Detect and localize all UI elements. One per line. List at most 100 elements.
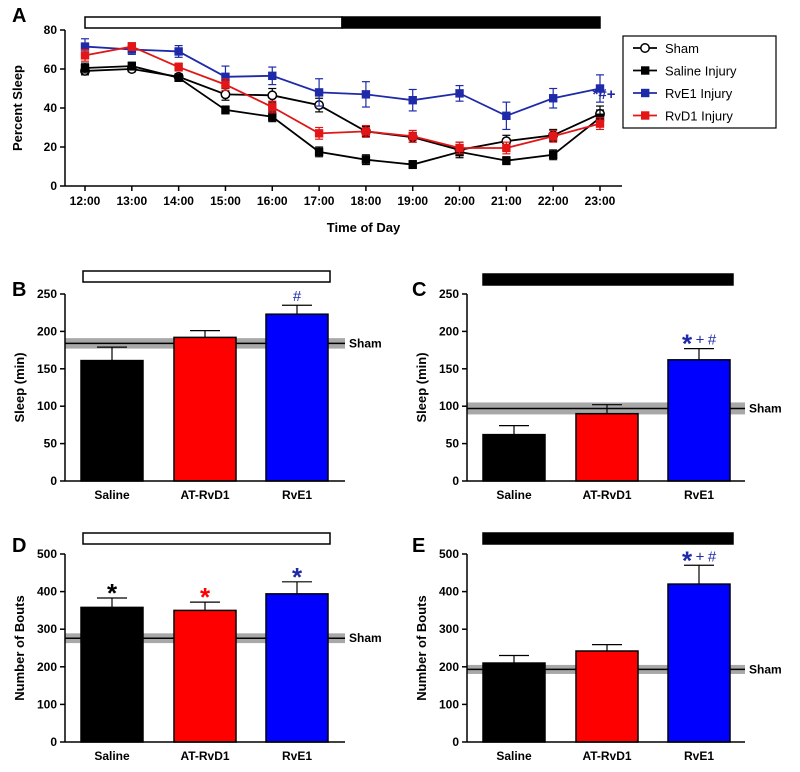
legend-marker <box>640 43 650 53</box>
legend-label: Sham <box>665 41 699 56</box>
y-tick-label: 150 <box>37 362 57 376</box>
y-tick-label: 300 <box>439 622 459 636</box>
data-point <box>174 73 183 82</box>
data-point <box>221 80 230 89</box>
data-point <box>408 132 417 141</box>
sham-label: Sham <box>349 336 382 350</box>
y-tick-label: 0 <box>452 735 459 749</box>
data-point <box>502 156 511 165</box>
panel-a-x-tick-label: 21:00 <box>491 194 522 208</box>
data-point <box>548 132 558 141</box>
panel-e: E Sham Saline AT-RvD1 RvE1 * + #0 100 200 300 400 50… <box>412 535 782 763</box>
bar-at-rvd1 <box>575 412 639 482</box>
bar-rve1 <box>667 583 731 743</box>
x-tick-label: AT-RvD1 <box>582 749 631 763</box>
series-line <box>84 45 601 149</box>
y-axis-label: Number of Bouts <box>12 595 27 700</box>
data-point <box>314 147 324 157</box>
significance-mark: # <box>708 548 717 565</box>
x-tick-label: Saline <box>496 749 532 763</box>
y-axis-label: Sleep (min) <box>414 352 429 422</box>
series-line <box>84 45 601 117</box>
legend-label: RvD1 Injury <box>665 109 733 124</box>
y-tick-label: 200 <box>37 660 57 674</box>
data-point <box>221 105 230 115</box>
data-point <box>127 42 137 51</box>
data-point <box>548 94 558 103</box>
y-tick-label: 400 <box>37 585 57 599</box>
x-tick-label: Saline <box>94 488 130 502</box>
y-tick-label: 200 <box>439 660 459 674</box>
x-tick-label: AT-RvD1 <box>582 488 631 502</box>
y-tick-label: 250 <box>37 287 57 301</box>
legend-label: RvE1 Injury <box>665 86 733 101</box>
panel-a-y-tick-label: 80 <box>44 23 58 37</box>
x-tick-label: AT-RvD1 <box>180 749 229 763</box>
data-point <box>80 42 90 51</box>
data-point <box>408 160 417 169</box>
panel-a-x-tick-label: 18:00 <box>351 194 382 208</box>
bar-at-rvd1 <box>173 609 237 743</box>
legend-marker <box>641 66 650 75</box>
panel-a-x-tick-label: 12:00 <box>70 194 101 208</box>
panel-a-x-tick-label: 15:00 <box>210 194 241 208</box>
series-line <box>84 65 601 166</box>
y-tick-label: 250 <box>439 287 459 301</box>
data-point <box>361 155 371 164</box>
significance-mark: * <box>292 562 303 592</box>
y-tick-label: 100 <box>37 399 57 413</box>
y-tick-label: 50 <box>446 437 460 451</box>
y-tick-label: 500 <box>439 547 459 561</box>
panel-a-y-tick-label: 40 <box>44 101 58 115</box>
significance-mark: * <box>200 582 211 612</box>
data-point <box>502 143 511 153</box>
bar-rve1 <box>667 359 731 482</box>
bar-rve1 <box>265 593 329 743</box>
bar-saline <box>482 433 546 482</box>
y-tick-label: 150 <box>439 362 459 376</box>
panel-a-x-tick-label: 19:00 <box>397 194 428 208</box>
sham-label: Sham <box>349 631 382 645</box>
y-tick-label: 100 <box>439 399 459 413</box>
sham-label: Sham <box>749 662 782 676</box>
panel-a-x-tick-label: 17:00 <box>304 194 335 208</box>
data-point <box>408 96 417 105</box>
panel-a-x-tick-label: 20:00 <box>444 194 475 208</box>
data-point <box>314 129 324 138</box>
panel-d-light-period-bar <box>82 532 331 545</box>
data-point <box>220 89 231 100</box>
x-tick-label: Saline <box>496 488 532 502</box>
data-point <box>267 90 278 101</box>
panel-a-dark-period-bar <box>341 16 601 29</box>
y-tick-label: 400 <box>439 585 459 599</box>
sham-label: Sham <box>749 401 782 415</box>
panel-d-letter: D <box>12 535 26 557</box>
y-tick-label: 500 <box>37 547 57 561</box>
panel-a: A 0 20 40 60 80 12:00 13:00 14:00 15:00 16:00 17:00… <box>10 5 777 235</box>
data-point <box>221 72 230 81</box>
significance-mark: * <box>682 329 693 359</box>
data-point <box>455 143 464 153</box>
bar-at-rvd1 <box>575 650 639 743</box>
data-point <box>127 61 137 71</box>
panel-a-series-rvd1-injury <box>80 42 605 155</box>
panel-a-y-tick-label: 0 <box>50 179 57 193</box>
legend-marker <box>641 88 650 98</box>
panel-a-letter: A <box>12 5 26 27</box>
significance-mark: + <box>696 332 705 349</box>
significance-mark: * <box>682 545 693 575</box>
panel-c-dark-period-bar <box>482 273 734 286</box>
panel-b-letter: B <box>12 279 26 301</box>
panel-b: B Sham Saline AT-RvD1 RvE1 #0 50 100 150 200 250 Sl… <box>12 279 382 502</box>
data-point <box>361 127 371 136</box>
panel-c-letter: C <box>412 279 426 301</box>
x-tick-label: AT-RvD1 <box>180 488 229 502</box>
y-tick-label: 0 <box>50 474 57 488</box>
significance-mark: # <box>708 332 717 349</box>
bar-at-rvd1 <box>173 336 237 482</box>
y-tick-label: 0 <box>50 735 57 749</box>
y-tick-label: 300 <box>37 622 57 636</box>
panel-a-x-tick-label: 23:00 <box>585 194 616 208</box>
x-tick-label: Saline <box>94 749 130 763</box>
